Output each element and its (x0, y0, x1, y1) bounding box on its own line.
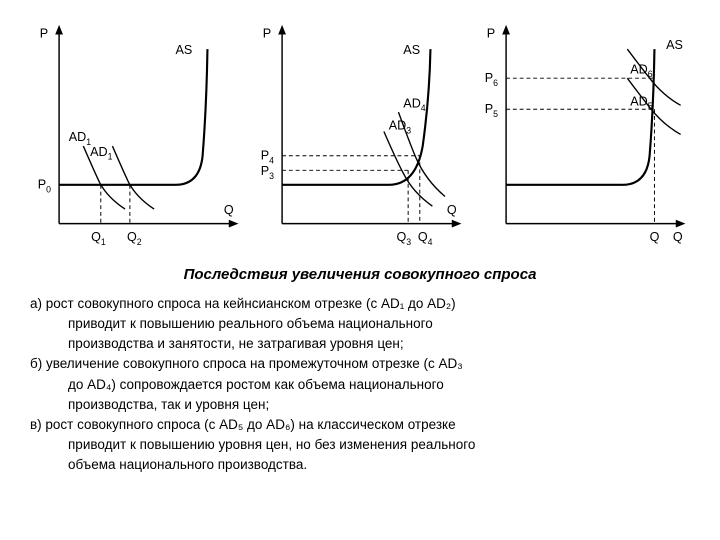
charts-row: P Q AS AD1 AD1 P0 Q1 Q2 P Q (30, 20, 690, 256)
line-c3: объема национального производства. (30, 456, 690, 474)
ad5-label: AD5 (630, 94, 653, 111)
ad3-curve (384, 132, 432, 207)
ad2-curve (112, 146, 154, 209)
p5-label: P5 (484, 102, 497, 119)
q2-label: Q2 (127, 230, 142, 247)
q1-label: Q1 (91, 230, 106, 247)
q-label: Q (649, 230, 659, 244)
axis-q-label: Q (673, 230, 683, 244)
line-a3: производства и занятости, не затрагивая … (30, 335, 690, 353)
p0-label: P0 (38, 178, 51, 195)
line-c2: приводит к повышению уровня цен, но без … (30, 436, 690, 454)
p4-label: P4 (261, 149, 274, 166)
q4-label: Q4 (418, 230, 433, 247)
axis-p-label: P (486, 26, 494, 40)
line-b2: до AD₄) сопровождается ростом как объема… (30, 376, 690, 394)
ad1-label: AD1 (69, 130, 92, 147)
ad4-label: AD4 (404, 96, 427, 113)
axis-p-label: P (263, 26, 271, 40)
line-c1: в) рост совокупного спроса (с AD₅ до AD₆… (30, 416, 690, 434)
as-label: AS (175, 43, 192, 57)
chart-1: P Q AS AD1 AD1 P0 Q1 Q2 (30, 20, 243, 256)
diagram-title: Последствия увеличения совокупного спрос… (30, 266, 690, 283)
line-a2: приводит к повышению реального объема на… (30, 315, 690, 333)
as-label: AS (404, 43, 421, 57)
p6-label: P6 (484, 71, 497, 88)
as-curve (59, 49, 207, 185)
line-a1: а) рост совокупного спроса на кейнсианск… (30, 295, 690, 313)
ad2-label: AD1 (90, 145, 113, 162)
q3-label: Q3 (397, 230, 412, 247)
explanation-text: а) рост совокупного спроса на кейнсианск… (30, 295, 690, 475)
chart-3: P Q AS AD6 AD5 P6 P5 Q (477, 20, 690, 256)
p3-label: P3 (261, 164, 274, 181)
axis-p-label: P (40, 26, 48, 40)
line-b3: производства, так и уровня цен; (30, 396, 690, 414)
axis-q-label: Q (224, 203, 234, 217)
as-curve (282, 49, 430, 185)
ad3-label: AD3 (389, 119, 412, 136)
chart-2: P Q AS AD4 AD3 P4 P3 Q3 Q4 (253, 20, 466, 256)
as-label: AS (666, 38, 683, 52)
line-b1: б) увеличение совокупного спроса на пром… (30, 355, 690, 373)
axis-q-label: Q (447, 203, 457, 217)
ad6-label: AD6 (630, 62, 653, 79)
